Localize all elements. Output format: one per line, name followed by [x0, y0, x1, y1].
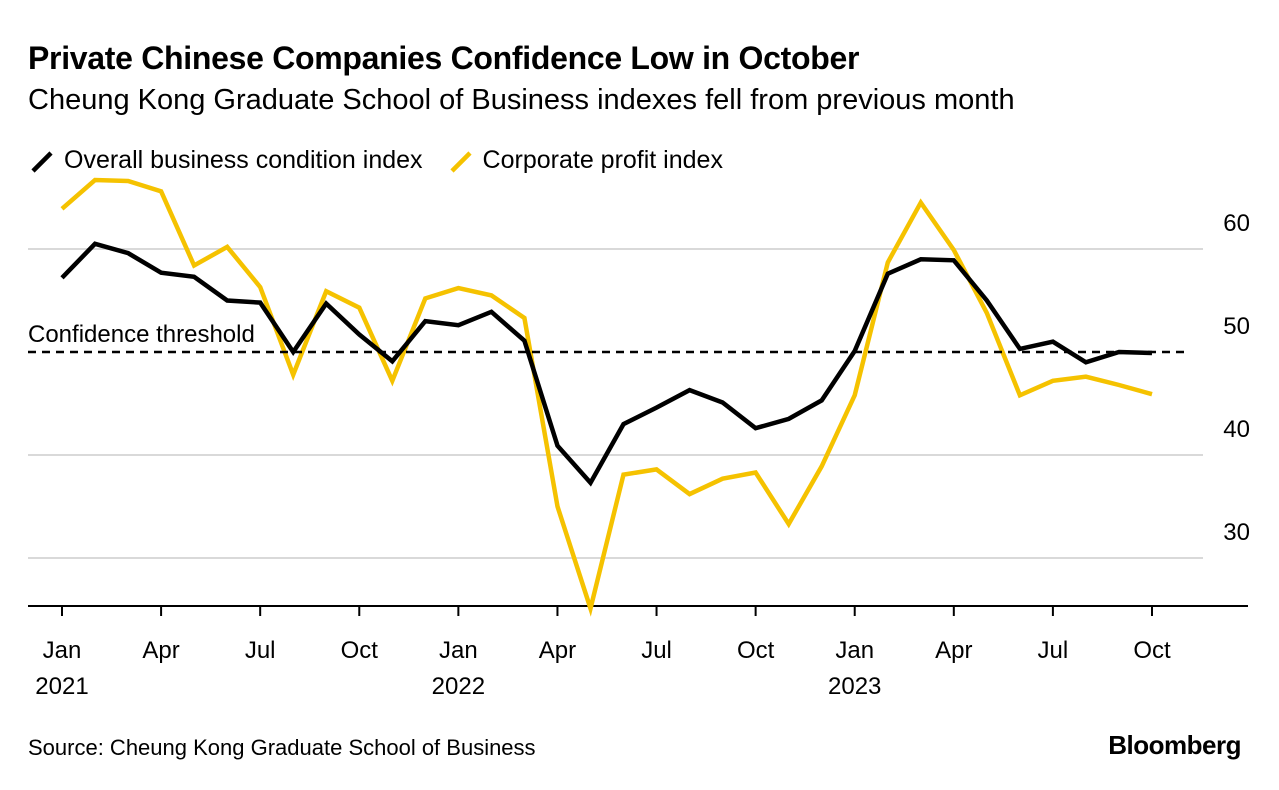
x-tick-year-2022: 2022: [432, 673, 485, 700]
x-tick-label-24: Jan: [835, 637, 874, 664]
threshold-label: Confidence threshold: [28, 321, 255, 348]
bloomberg-logo: Bloomberg: [1108, 730, 1241, 760]
x-tick-label-12: Jan: [439, 637, 478, 664]
x-tick-label-6: Jul: [245, 637, 276, 664]
y-tick-label-50: 50: [1223, 313, 1250, 340]
x-tick-label-30: Jul: [1038, 637, 1069, 664]
y-tick-label-60: 60: [1223, 210, 1250, 237]
legend: Overall business condition index Corpora…: [28, 146, 747, 175]
x-tick-year-2021: 2021: [35, 673, 88, 700]
x-tick-label-18: Jul: [641, 637, 672, 664]
x-tick-label-27: Apr: [935, 637, 972, 664]
x-tick-label-33: Oct: [1133, 637, 1171, 664]
x-tick-label-9: Oct: [341, 637, 379, 664]
x-tick-label-21: Oct: [737, 637, 775, 664]
legend-item-profit: Corporate profit index: [447, 146, 723, 175]
x-tick-year-2023: 2023: [828, 673, 881, 700]
y-tick-label-30: 30: [1223, 519, 1250, 546]
x-tick-label-3: Apr: [142, 637, 179, 664]
y-tick-label-40: 40: [1223, 416, 1250, 443]
x-tick-label-0: Jan: [43, 637, 82, 664]
chart-subtitle: Cheung Kong Graduate School of Business …: [28, 84, 1015, 116]
source-note: Source: Cheung Kong Graduate School of B…: [28, 735, 536, 760]
legend-swatch-overall: [31, 150, 53, 173]
legend-swatch-profit: [449, 150, 472, 173]
series-line-overall: [60, 241, 1153, 487]
legend-label-overall: Overall business condition index: [64, 146, 423, 174]
series-line-profit: [60, 177, 1153, 617]
legend-item-overall: Overall business condition index: [28, 146, 423, 175]
x-tick-label-15: Apr: [539, 637, 576, 664]
chart-title: Private Chinese Companies Confidence Low…: [28, 40, 860, 76]
legend-label-profit: Corporate profit index: [482, 146, 723, 174]
